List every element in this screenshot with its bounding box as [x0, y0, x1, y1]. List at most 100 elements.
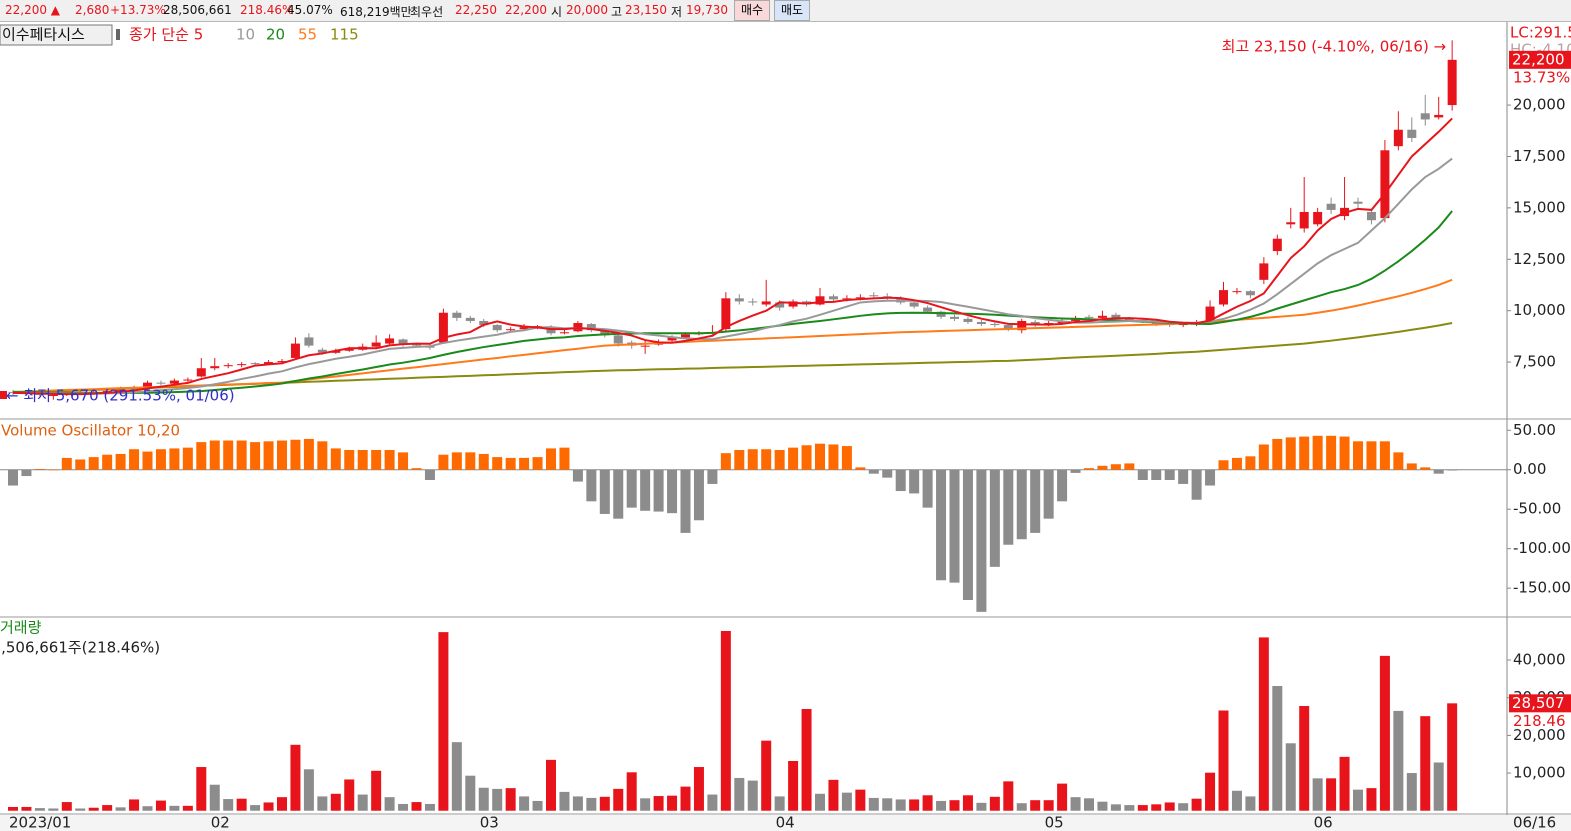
bar	[801, 445, 812, 470]
bar	[640, 469, 651, 511]
bar	[586, 469, 597, 502]
bar	[505, 788, 516, 811]
bar	[196, 767, 207, 811]
last-change-label: 13.73%	[1513, 68, 1570, 86]
bar	[1218, 460, 1229, 470]
bar	[801, 709, 812, 811]
candle-body	[613, 335, 623, 344]
candle-body	[681, 334, 690, 338]
bar	[330, 448, 341, 470]
moving-average-line	[12, 117, 1453, 396]
bar	[546, 448, 556, 470]
bar	[1164, 469, 1175, 480]
bar	[936, 800, 947, 811]
y-tick-label: 10,000	[1513, 764, 1566, 782]
y-tick-label: 50.00	[1513, 421, 1556, 439]
candle-body	[277, 361, 287, 363]
bar	[277, 440, 287, 470]
candle-body	[169, 380, 179, 384]
volume-ratio: 218.46%	[240, 3, 294, 17]
y-tick-label: -150.00	[1513, 579, 1571, 597]
bar	[344, 779, 355, 811]
bar	[1258, 444, 1269, 470]
legend-entry: 115	[330, 26, 359, 44]
bar	[102, 454, 113, 470]
best-label: 최우선	[410, 5, 444, 19]
bar	[129, 449, 140, 470]
bar	[317, 441, 328, 470]
candle-body	[1380, 150, 1390, 219]
bar	[1218, 710, 1229, 811]
change-rate: +13.73%	[110, 3, 166, 17]
x-tick-label: 06	[1314, 814, 1333, 831]
candle-body	[344, 348, 354, 351]
bar	[1339, 436, 1350, 470]
buy-button[interactable]: 매수	[734, 0, 771, 21]
change: 2,680	[75, 3, 110, 17]
bar	[250, 805, 261, 811]
bar	[572, 469, 583, 482]
candle-body	[869, 295, 879, 297]
candle-body	[1003, 325, 1013, 330]
candle-body	[1299, 211, 1309, 229]
bar	[519, 457, 530, 470]
bar	[478, 787, 489, 811]
bar	[1299, 705, 1310, 811]
bar	[1043, 800, 1054, 811]
bar	[680, 469, 691, 533]
bar	[75, 459, 86, 470]
bar	[707, 794, 718, 811]
bar	[34, 808, 45, 811]
candle-body	[479, 320, 489, 326]
bar	[532, 800, 543, 811]
bar	[155, 800, 166, 811]
bar	[613, 788, 624, 811]
bar	[317, 796, 328, 811]
bar	[277, 797, 287, 811]
bar	[1447, 469, 1458, 471]
bar	[411, 468, 422, 470]
bar	[424, 803, 435, 811]
candle-body	[156, 382, 166, 384]
sell-button[interactable]: 매도	[774, 0, 811, 21]
bar	[653, 469, 664, 512]
bar	[129, 799, 140, 811]
moving-average-line	[12, 210, 1453, 394]
bar	[465, 775, 476, 811]
candle-body	[1286, 222, 1296, 225]
bar	[250, 442, 261, 470]
bar	[1231, 457, 1242, 470]
bar	[169, 448, 180, 470]
candle-body	[1366, 211, 1376, 221]
legend-entry: 20	[266, 26, 285, 44]
bar	[1191, 798, 1202, 811]
bar	[1258, 637, 1269, 811]
candle-body	[331, 350, 341, 353]
candle-body	[559, 332, 569, 334]
bar	[357, 450, 368, 470]
lc-label: LC:291.53%	[1510, 24, 1571, 42]
candle-body	[950, 316, 959, 319]
bar	[599, 469, 610, 514]
candle-body	[264, 362, 274, 365]
legend-entry: 10	[236, 26, 255, 44]
legend-entry: 55	[298, 26, 317, 44]
x-tick-label: 05	[1045, 814, 1064, 831]
candle-body	[465, 317, 475, 321]
high-label: 고	[611, 5, 623, 19]
candle-body	[586, 324, 596, 331]
bar	[61, 457, 72, 470]
last-value-label: 22,200	[1512, 50, 1565, 68]
bar	[1245, 456, 1256, 470]
bar	[209, 784, 220, 811]
candle-body	[748, 301, 758, 303]
candle-body	[815, 296, 825, 305]
high-annotation: 최고 23,150 (-4.10%, 06/16) →	[1222, 38, 1447, 56]
y-tick-label: 15,000	[1513, 198, 1566, 216]
x-tick-label: 02	[211, 814, 230, 831]
candle-body	[492, 325, 502, 331]
bar	[747, 780, 758, 811]
bar	[774, 450, 785, 470]
panel-subtitle: 28,506,661주(218.46%)	[0, 639, 160, 657]
bar	[868, 469, 879, 474]
